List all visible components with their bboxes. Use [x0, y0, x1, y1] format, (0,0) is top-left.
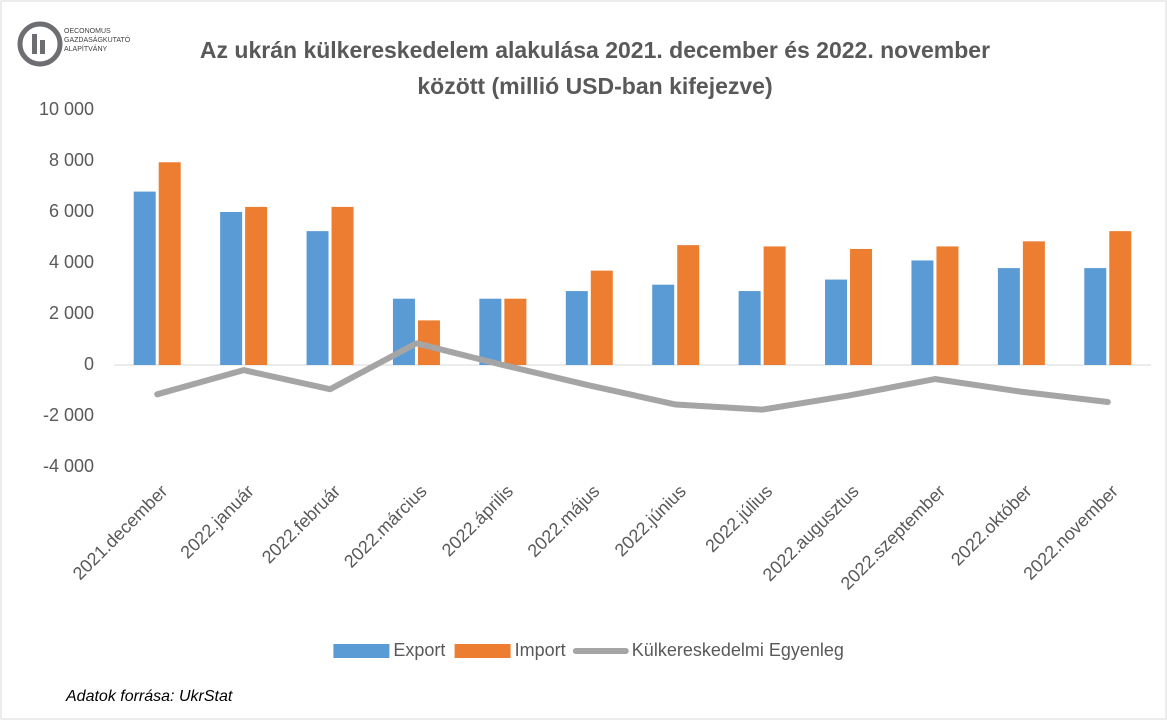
logo-text: GAZDASÁGKUTATÓ [64, 35, 131, 44]
legend-swatch [454, 644, 511, 658]
legend-label: Import [515, 640, 566, 660]
logo-text: OECONOMUS [64, 28, 111, 35]
y-tick-label: 10 000 [39, 99, 94, 119]
bar [1022, 241, 1045, 365]
bar [565, 291, 588, 365]
y-tick-label: 4 000 [49, 252, 94, 272]
bar [677, 245, 700, 365]
y-tick-label: 0 [84, 354, 94, 374]
bar [220, 212, 243, 365]
legend-label: Külkereskedelmi Egyenleg [632, 640, 844, 660]
logo: OECONOMUS GAZDASÁGKUTATÓ ALAPÍTVÁNY [17, 21, 131, 67]
bar [133, 191, 156, 365]
bar [504, 298, 527, 365]
bar [652, 284, 675, 365]
chart-title: között (millió USD-ban kifejezve) [417, 73, 772, 99]
source-note: Adatok forrása: UkrStat [65, 688, 233, 705]
logo-bar [32, 34, 37, 54]
bar [738, 291, 761, 365]
bar [331, 206, 354, 365]
bar [245, 206, 268, 365]
bar [911, 260, 934, 365]
chart-title: Az ukrán külkereskedelem alakulása 2021.… [200, 37, 990, 63]
y-tick-label: 6 000 [49, 201, 94, 221]
logo-text: ALAPÍTVÁNY [64, 44, 108, 53]
bar [825, 279, 848, 365]
y-tick-label: 8 000 [49, 150, 94, 170]
balance-line [154, 340, 1111, 413]
y-tick-label: 2 000 [49, 303, 94, 323]
bar [417, 320, 440, 365]
bar [850, 248, 873, 365]
bar [590, 270, 613, 365]
bar [763, 246, 786, 365]
bar [479, 298, 502, 365]
bar [997, 268, 1020, 365]
bar [1109, 231, 1132, 365]
y-tick-label: -2 000 [43, 405, 94, 425]
bar [158, 162, 181, 365]
bar [936, 246, 959, 365]
legend-label: Export [393, 640, 445, 660]
bar [306, 231, 329, 365]
logo-bar [40, 40, 45, 54]
legend-swatch [333, 644, 390, 658]
bar [1084, 268, 1107, 365]
logo-ring [17, 21, 63, 67]
y-tick-label: -4 000 [43, 456, 94, 476]
